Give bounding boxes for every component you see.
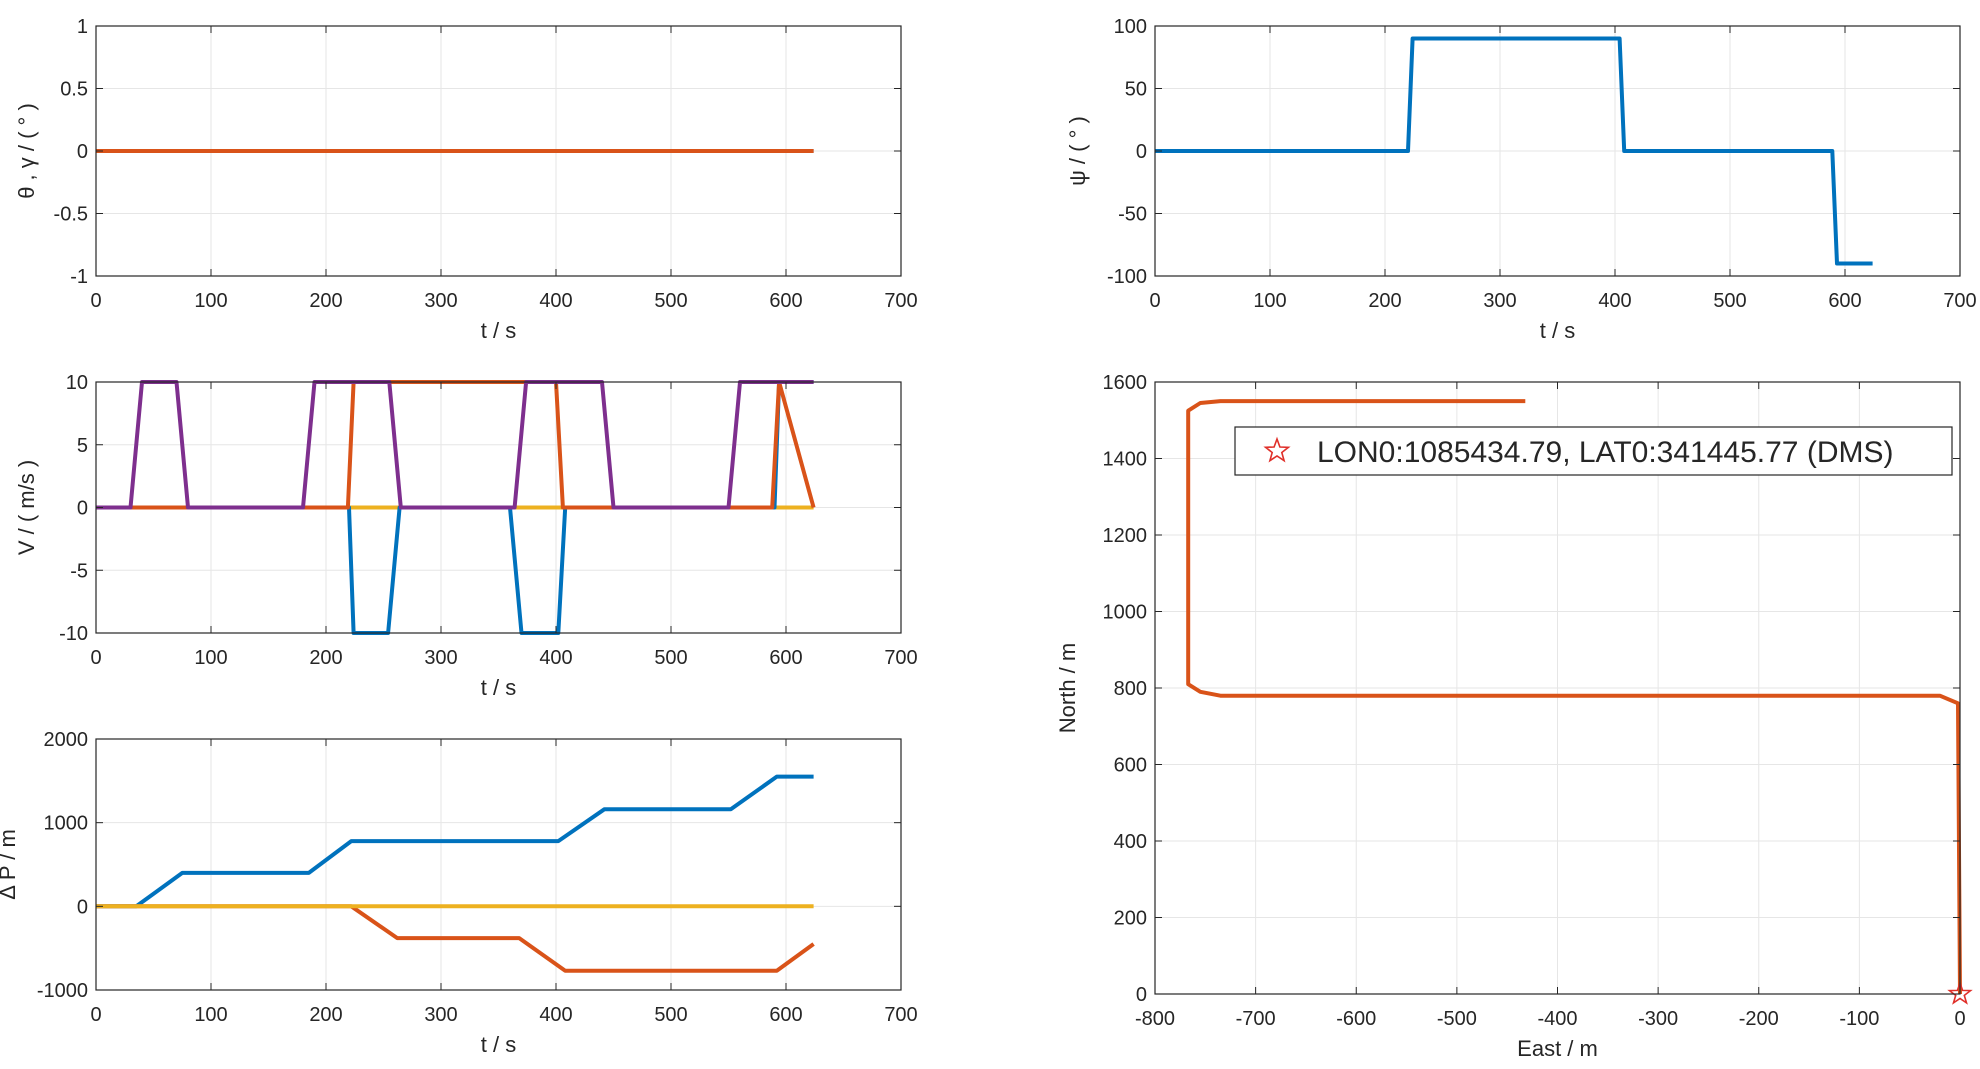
x-tick-label: 400 xyxy=(539,290,572,312)
x-tick-label: 500 xyxy=(1713,290,1746,312)
y-tick-label: 100 xyxy=(1114,16,1147,38)
y-tick-label: -50 xyxy=(1118,204,1147,226)
x-tick-label: 300 xyxy=(1483,290,1516,312)
y-tick-label: 1600 xyxy=(1103,372,1148,394)
x-tick-label: -600 xyxy=(1336,1008,1376,1030)
y-tick-label: -0.5 xyxy=(54,204,88,226)
x-tick-label: 500 xyxy=(654,1004,687,1026)
series-line-blue xyxy=(1155,36,1873,266)
series-line-orange xyxy=(96,904,815,973)
x-tick-label: 100 xyxy=(1253,290,1286,312)
y-tick-label: 200 xyxy=(1114,908,1147,930)
x-tick-label: -500 xyxy=(1437,1008,1477,1030)
y-tick-label: 800 xyxy=(1114,678,1147,700)
y-tick-label: 0.5 xyxy=(60,79,88,101)
y-tick-label: 5 xyxy=(77,435,88,457)
y-tick-label: -10 xyxy=(59,623,88,645)
y-tick-label: 0 xyxy=(1136,984,1147,1006)
x-tick-label: 200 xyxy=(309,290,342,312)
y-tick-label: 0 xyxy=(1136,141,1147,163)
legend-label: LON0:1085434.79, LAT0:341445.77 (DMS) xyxy=(1317,436,1893,469)
y-axis-label: θ , γ / ( ° ) xyxy=(14,103,39,199)
x-tick-label: 700 xyxy=(1943,290,1976,312)
x-tick-label: 400 xyxy=(539,1004,572,1026)
x-tick-label: 0 xyxy=(90,1004,101,1026)
axes-box xyxy=(95,738,902,991)
y-axis-label: Δ P / m xyxy=(0,829,20,900)
x-tick-label: 300 xyxy=(424,647,457,669)
x-tick-label: 500 xyxy=(654,647,687,669)
x-tick-label: 0 xyxy=(90,647,101,669)
y-tick-label: 400 xyxy=(1114,831,1147,853)
x-tick-label: 700 xyxy=(884,647,917,669)
x-axis-label: t / s xyxy=(1540,318,1575,343)
x-tick-label: 0 xyxy=(1149,290,1160,312)
y-tick-label: 1200 xyxy=(1103,525,1148,547)
y-tick-label: 2000 xyxy=(44,729,89,751)
y-tick-label: 0 xyxy=(77,896,88,918)
series-line-blue xyxy=(96,774,814,909)
x-axis-label: t / s xyxy=(481,675,516,700)
y-tick-label: 600 xyxy=(1114,755,1147,777)
legend-star-icon xyxy=(1263,436,1291,463)
series-line-orange xyxy=(1186,399,1962,995)
x-tick-label: -800 xyxy=(1135,1008,1175,1030)
x-tick-label: 700 xyxy=(884,1004,917,1026)
x-tick-label: 200 xyxy=(309,647,342,669)
x-tick-label: 100 xyxy=(194,290,227,312)
y-tick-label: 1 xyxy=(77,16,88,38)
x-tick-label: 300 xyxy=(424,290,457,312)
x-tick-label: -200 xyxy=(1739,1008,1779,1030)
chart-velocity: 0 100 200 300 400 500 600 700 -10 -5 0 5 10 t / s V / … xyxy=(14,372,918,700)
x-tick-label: 0 xyxy=(90,290,101,312)
x-tick-label: 200 xyxy=(1368,290,1401,312)
x-tick-label: 100 xyxy=(194,1004,227,1026)
legend: LON0:1085434.79, LAT0:341445.77 (DMS) xyxy=(1234,426,1953,476)
chart-heading: 0 100 200 300 400 500 600 700 -100 -50 0 50 100 t / s… xyxy=(1065,16,1977,343)
x-tick-label: -700 xyxy=(1236,1008,1276,1030)
legend-box xyxy=(1234,426,1953,476)
y-tick-label: -5 xyxy=(70,560,88,582)
y-tick-label: 1000 xyxy=(1103,602,1148,624)
y-axis-label: V / ( m/s ) xyxy=(14,460,39,555)
x-tick-label: 500 xyxy=(654,290,687,312)
x-tick-label: 600 xyxy=(769,647,802,669)
y-tick-label: 1000 xyxy=(44,813,89,835)
x-tick-label: 300 xyxy=(424,1004,457,1026)
y-tick-label: 0 xyxy=(77,141,88,163)
y-tick-label: -1000 xyxy=(37,980,88,1002)
series-line-orange xyxy=(96,380,816,510)
x-tick-label: 0 xyxy=(1954,1008,1965,1030)
y-axis-label: ψ / ( ° ) xyxy=(1065,116,1090,186)
x-tick-label: -400 xyxy=(1537,1008,1577,1030)
x-tick-label: 600 xyxy=(1828,290,1861,312)
x-tick-label: 400 xyxy=(1598,290,1631,312)
y-tick-label: -100 xyxy=(1107,266,1147,288)
x-axis-label: t / s xyxy=(481,318,516,343)
x-tick-label: 200 xyxy=(309,1004,342,1026)
x-tick-label: 400 xyxy=(539,647,572,669)
y-axis-label: North / m xyxy=(1055,643,1080,733)
y-tick-label: 50 xyxy=(1125,79,1147,101)
x-axis-label: East / m xyxy=(1517,1036,1598,1061)
y-tick-label: 10 xyxy=(66,372,88,394)
x-tick-label: 700 xyxy=(884,290,917,312)
x-tick-label: -300 xyxy=(1638,1008,1678,1030)
x-tick-label: 600 xyxy=(769,290,802,312)
y-tick-label: 0 xyxy=(77,498,88,520)
start-star-marker xyxy=(1947,980,1973,1005)
y-tick-label: -1 xyxy=(70,266,88,288)
y-tick-label: 1400 xyxy=(1103,449,1148,471)
x-tick-label: 600 xyxy=(769,1004,802,1026)
x-tick-label: 100 xyxy=(194,647,227,669)
x-axis-label: t / s xyxy=(481,1032,516,1057)
chart-trajectory: -800 -700 -600 -500 -400 -300 -200 -100 0 0 200 400… xyxy=(1055,372,1973,1061)
chart-attitude: 0 100 200 300 400 500 600 700 -1 -0.5 0 0.5 1 t / s θ … xyxy=(14,16,918,343)
x-tick-label: -100 xyxy=(1839,1008,1879,1030)
